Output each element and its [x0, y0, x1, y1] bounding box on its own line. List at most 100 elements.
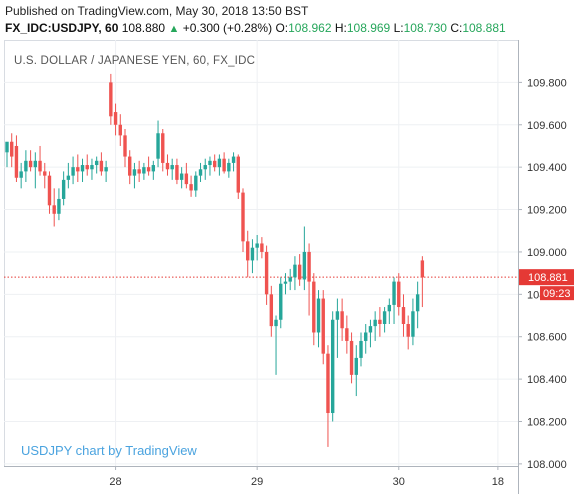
candle-down	[378, 319, 382, 324]
candle-up	[90, 165, 94, 170]
candle-up	[33, 160, 38, 168]
x-tick-label: 30	[393, 476, 405, 488]
candle-up	[368, 326, 373, 333]
candle-up	[227, 162, 231, 172]
candle-down	[401, 307, 406, 324]
candlestick-chart[interactable]: 109.800 109.600 109.400 109.200 109.000 108.8…	[4, 40, 574, 494]
candle-down	[246, 241, 250, 261]
high-value: 108.969	[346, 21, 391, 35]
high-label: H:	[334, 21, 347, 35]
candle-up	[170, 165, 174, 170]
y-tick-label: 109.000	[527, 247, 567, 259]
candle-up	[208, 160, 212, 166]
candle-up	[302, 251, 307, 280]
x-tick-label: 29	[251, 476, 263, 488]
candle-up	[94, 160, 99, 166]
candle-up	[359, 340, 363, 358]
candle-down	[14, 145, 19, 178]
candle-up	[382, 311, 387, 324]
candle-down	[406, 324, 410, 337]
candle-up	[364, 332, 368, 341]
low-label: L:	[393, 21, 404, 35]
candle-down	[321, 298, 325, 354]
candle-down	[264, 251, 269, 295]
y-tick-label: 108.200	[527, 416, 567, 428]
candle-up	[387, 304, 392, 312]
candle-down	[212, 160, 217, 168]
candle-down	[340, 311, 344, 329]
candle-down	[123, 135, 127, 157]
candle-down	[349, 340, 354, 375]
candle-up	[151, 165, 156, 172]
candle-down	[397, 281, 401, 308]
candle-up	[316, 298, 321, 333]
candle-down	[175, 165, 179, 180]
current-price: 108.880	[121, 21, 166, 35]
candle-down	[113, 112, 118, 125]
candle-up	[250, 247, 255, 261]
countdown-box	[540, 286, 574, 301]
candle-down	[76, 167, 80, 172]
candle-down	[297, 264, 302, 280]
candle-up	[194, 175, 198, 191]
candle-down	[189, 184, 193, 191]
candle-down	[99, 160, 104, 172]
last-price-label: 108.881	[528, 272, 568, 284]
candle-down	[165, 162, 170, 170]
candle-down	[269, 294, 274, 327]
candle-down	[236, 156, 240, 193]
candle-down	[345, 328, 349, 341]
candle-down	[52, 205, 56, 214]
candle-up	[80, 165, 85, 172]
candle-down	[128, 156, 132, 176]
candle-up	[415, 294, 420, 312]
candle-up	[5, 141, 9, 153]
symbol-ohlc-bar: FX_IDC:USDJPY, 60 108.880 ▲ +0.300 (+0.2…	[5, 21, 506, 35]
candle-up	[156, 133, 160, 159]
candle-down	[28, 160, 33, 168]
close-value: 108.881	[462, 21, 506, 35]
candle-up	[217, 158, 222, 168]
candle-down	[241, 192, 245, 242]
candle-up	[274, 319, 278, 327]
x-tick-label: 18	[492, 476, 504, 488]
candle-down	[43, 171, 47, 176]
candle-up	[132, 169, 137, 176]
chart-watermark: USDJPY chart by TradingView	[21, 443, 197, 458]
candle-down	[161, 133, 165, 163]
candle-up	[104, 167, 108, 172]
candle-up	[203, 165, 207, 170]
candle-down	[420, 260, 425, 278]
candle-down	[10, 141, 14, 157]
candle-down	[222, 158, 226, 172]
published-caption: Published on TradingView.com, May 30, 20…	[5, 4, 309, 18]
close-label: C:	[450, 21, 463, 35]
price-change: +0.300 (+0.28%)	[182, 21, 273, 35]
y-tick-label: 109.600	[527, 120, 567, 132]
open-value: 108.962	[288, 21, 332, 35]
candle-up	[354, 357, 358, 375]
candle-up	[279, 283, 283, 320]
up-arrow-icon: ▲	[168, 23, 180, 35]
candle-down	[312, 281, 316, 333]
candle-up	[255, 243, 259, 248]
candle-up	[392, 281, 396, 305]
x-tick-label: 28	[109, 476, 121, 488]
candle-up	[179, 173, 184, 180]
y-tick-label: 109.400	[527, 162, 567, 174]
candle-up	[335, 311, 340, 320]
low-value: 108.730	[403, 21, 447, 35]
candle-down	[307, 251, 311, 282]
candle-up	[24, 160, 28, 172]
candle-up	[330, 319, 335, 414]
candle-up	[61, 179, 66, 199]
candle-down	[146, 167, 151, 172]
y-tick-label: 109.800	[527, 77, 567, 89]
candle-down	[137, 169, 141, 174]
candle-up	[231, 156, 236, 163]
y-tick-label: 108.000	[527, 459, 567, 471]
candle-down	[47, 175, 52, 206]
countdown-label: 09:23	[543, 288, 571, 300]
candle-down	[38, 160, 42, 172]
chart-frame[interactable]: 109.800 109.600 109.400 109.200 109.000 108.8…	[4, 40, 574, 494]
